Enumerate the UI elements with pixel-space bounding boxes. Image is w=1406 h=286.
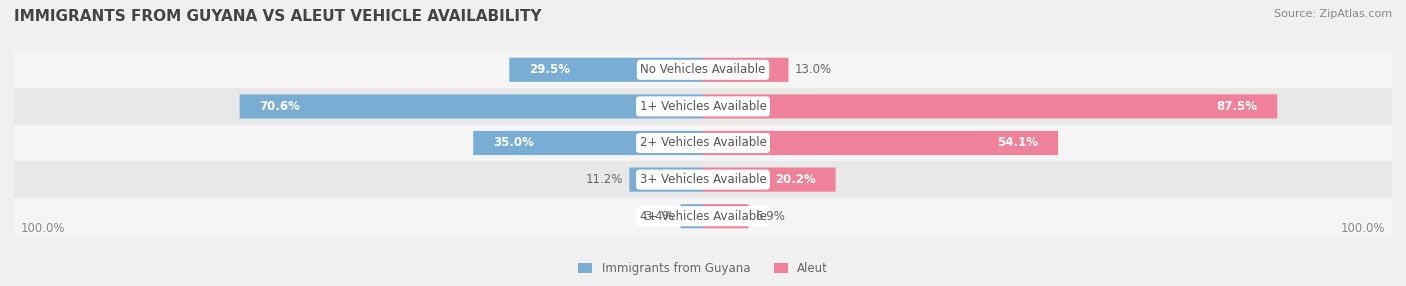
Text: Source: ZipAtlas.com: Source: ZipAtlas.com: [1274, 9, 1392, 19]
FancyBboxPatch shape: [703, 94, 1277, 118]
Text: 100.0%: 100.0%: [1341, 222, 1385, 235]
Bar: [14, 125, 1392, 161]
FancyBboxPatch shape: [239, 94, 703, 118]
Text: 70.6%: 70.6%: [260, 100, 301, 113]
Text: 4+ Vehicles Available: 4+ Vehicles Available: [640, 210, 766, 223]
FancyBboxPatch shape: [703, 168, 835, 192]
Text: 6.9%: 6.9%: [755, 210, 785, 223]
FancyBboxPatch shape: [509, 58, 703, 82]
FancyBboxPatch shape: [474, 131, 703, 155]
Bar: [14, 198, 1392, 235]
Bar: [14, 88, 1392, 125]
Text: 54.1%: 54.1%: [997, 136, 1038, 150]
Text: 29.5%: 29.5%: [529, 63, 569, 76]
Text: 11.2%: 11.2%: [585, 173, 623, 186]
Text: 13.0%: 13.0%: [794, 63, 832, 76]
Text: 20.2%: 20.2%: [775, 173, 815, 186]
FancyBboxPatch shape: [630, 168, 703, 192]
FancyBboxPatch shape: [703, 58, 789, 82]
Text: IMMIGRANTS FROM GUYANA VS ALEUT VEHICLE AVAILABILITY: IMMIGRANTS FROM GUYANA VS ALEUT VEHICLE …: [14, 9, 541, 23]
Legend: Immigrants from Guyana, Aleut: Immigrants from Guyana, Aleut: [574, 257, 832, 280]
Text: No Vehicles Available: No Vehicles Available: [640, 63, 766, 76]
Text: 3.4%: 3.4%: [644, 210, 673, 223]
Text: 2+ Vehicles Available: 2+ Vehicles Available: [640, 136, 766, 150]
FancyBboxPatch shape: [703, 131, 1059, 155]
Bar: [14, 51, 1392, 88]
FancyBboxPatch shape: [703, 204, 748, 228]
Text: 3+ Vehicles Available: 3+ Vehicles Available: [640, 173, 766, 186]
FancyBboxPatch shape: [681, 204, 703, 228]
Text: 1+ Vehicles Available: 1+ Vehicles Available: [640, 100, 766, 113]
Text: 35.0%: 35.0%: [494, 136, 534, 150]
Text: 87.5%: 87.5%: [1216, 100, 1257, 113]
Text: 100.0%: 100.0%: [21, 222, 65, 235]
Bar: [14, 161, 1392, 198]
